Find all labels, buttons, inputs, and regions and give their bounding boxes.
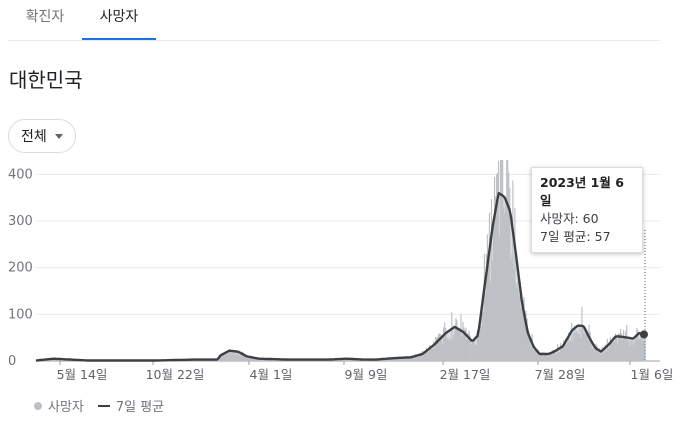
deaths-chart[interactable]: 0 100 200 300 400 5월 14일 10월 22일 4월 1일 9월 9일 2월 1… — [0, 160, 681, 390]
x-tick-label: 10월 22일 — [146, 367, 205, 382]
tab-deaths[interactable]: 사망자 — [82, 8, 156, 40]
y-tick-label: 400 — [8, 167, 33, 182]
chart-tooltip: 2023년 1월 6일 사망자: 60 7일 평균: 57 — [531, 167, 643, 253]
tooltip-deaths: 사망자: 60 — [540, 211, 599, 226]
legend-line-label: 7일 평균 — [115, 400, 165, 415]
tooltip-date: 2023년 1월 6일 — [540, 175, 624, 208]
y-tick-label: 300 — [8, 214, 33, 229]
period-filter-label: 전체 — [21, 129, 47, 145]
x-tick-label: 4월 1일 — [250, 367, 293, 382]
tooltip-average: 7일 평균: 57 — [540, 229, 611, 244]
chart-legend: 사망자 7일 평균 — [34, 396, 164, 415]
average-line — [35, 191, 646, 362]
legend-bars-swatch — [34, 401, 42, 410]
y-tick-label: 200 — [8, 261, 33, 276]
period-filter-dropdown[interactable]: 전체 — [8, 119, 76, 153]
average-area — [36, 193, 645, 361]
x-tick-label: 2월 17일 — [440, 367, 491, 382]
y-tick-label: 0 — [8, 354, 16, 369]
legend-bars-label: 사망자 — [48, 400, 84, 415]
x-tick-label: 7월 28일 — [535, 367, 586, 382]
x-tick-label: 9월 9일 — [345, 367, 388, 382]
y-tick-label: 100 — [8, 307, 33, 322]
tab-confirmed[interactable]: 확진자 — [25, 9, 65, 25]
x-tick-label: 5월 14일 — [57, 367, 108, 382]
legend-line-swatch — [97, 404, 110, 407]
tab-bar: 확진자 사망자 — [8, 0, 660, 41]
region-title: 대한민국 — [9, 68, 83, 92]
x-tick-label: 1월 6일 — [631, 367, 674, 382]
hover-point — [640, 330, 648, 339]
caret-down-icon — [54, 133, 63, 139]
